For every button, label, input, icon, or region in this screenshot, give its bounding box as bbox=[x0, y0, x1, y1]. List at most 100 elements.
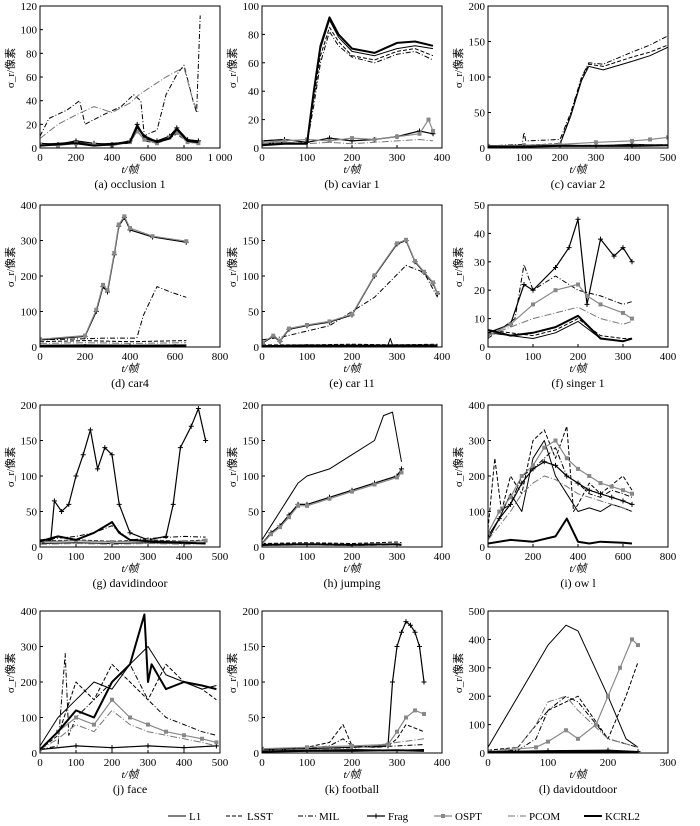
legend-entry-lsst: LSST bbox=[226, 811, 273, 823]
y-tick-label: 80 bbox=[26, 48, 38, 60]
x-axis-label: t/帧 bbox=[569, 362, 588, 375]
y-axis-label: σ_r/像素 bbox=[452, 447, 465, 487]
y-axis-label: σ_r/像素 bbox=[226, 48, 239, 88]
x-axis-label: t/帧 bbox=[343, 362, 362, 375]
series-line-lsst bbox=[262, 541, 402, 544]
data-point-frag bbox=[553, 264, 558, 270]
x-tick-label: 100 bbox=[516, 152, 533, 164]
data-point-ospt bbox=[372, 273, 377, 278]
panel-caption: (i) ow l bbox=[560, 576, 596, 590]
y-tick-label: 0 bbox=[254, 542, 260, 554]
data-point-frag bbox=[390, 679, 395, 685]
y-tick-label: 150 bbox=[243, 236, 260, 248]
y-tick-label: 100 bbox=[243, 471, 260, 483]
data-point-frag bbox=[181, 745, 187, 751]
legend-label: OSPT bbox=[455, 811, 482, 823]
x-tick-label: 100 bbox=[68, 551, 85, 563]
x-tick-label: 100 bbox=[299, 551, 316, 563]
y-tick-label: 100 bbox=[469, 507, 486, 519]
data-point-frag bbox=[575, 216, 581, 222]
x-tick-label: 300 bbox=[389, 152, 406, 164]
data-point-ospt bbox=[287, 515, 291, 520]
axes-frame bbox=[487, 5, 669, 149]
panel-caption: (g) davidindoor bbox=[93, 576, 168, 590]
series-line-pcom bbox=[488, 695, 639, 753]
series-line-frag bbox=[488, 218, 633, 334]
x-tick-label: 0 bbox=[37, 757, 43, 769]
chart-panel-l-davidoutdoor: 0 100 200 300 0 100 200 300 400 500 t/帧 σ_r/像素 (l) d… bbox=[452, 606, 677, 796]
series-line-lsst bbox=[488, 661, 639, 751]
series-line-pcom bbox=[40, 67, 199, 139]
data-point-ospt bbox=[404, 237, 408, 242]
data-point-ospt bbox=[399, 470, 404, 475]
data-point-ospt bbox=[101, 282, 105, 287]
x-tick-label: 300 bbox=[588, 152, 605, 164]
data-point-ospt bbox=[200, 736, 204, 741]
series-line-lsst bbox=[488, 425, 633, 530]
data-point-frag bbox=[541, 459, 547, 465]
data-point-frag bbox=[59, 509, 65, 514]
data-point-ospt bbox=[621, 310, 625, 315]
x-axis-label: t/帧 bbox=[343, 768, 362, 781]
data-point-ospt bbox=[40, 142, 42, 147]
data-point-ospt bbox=[546, 739, 550, 744]
y-tick-label: 100 bbox=[469, 72, 486, 84]
series-line-kcrl2 bbox=[488, 517, 633, 545]
x-tick-label: 400 bbox=[624, 152, 641, 164]
data-point-ospt bbox=[422, 269, 426, 274]
legend-entry-kcrl2: KCRL2 bbox=[584, 811, 640, 823]
series-line-kcrl2 bbox=[40, 613, 217, 751]
y-tick-label: 100 bbox=[469, 720, 486, 732]
data-point-ospt bbox=[519, 474, 524, 478]
x-tick-label: 200 bbox=[344, 551, 361, 563]
y-tick-label: 20 bbox=[26, 119, 38, 131]
data-point-ospt bbox=[372, 137, 377, 142]
y-tick-label: 20 bbox=[474, 285, 486, 297]
data-point-ospt bbox=[630, 316, 634, 321]
data-point-ospt bbox=[122, 214, 127, 219]
series-line-l1 bbox=[488, 624, 639, 748]
data-point-frag bbox=[163, 533, 169, 539]
y-tick-label: 40 bbox=[26, 96, 38, 108]
x-axis-label: t/帧 bbox=[343, 562, 362, 575]
data-point-ospt bbox=[94, 307, 99, 312]
y-tick-label: 200 bbox=[469, 691, 486, 703]
x-axis-label: t/帧 bbox=[343, 163, 362, 176]
y-tick-label: 60 bbox=[248, 58, 260, 70]
data-point-ospt bbox=[587, 474, 592, 478]
x-tick-label: 800 bbox=[212, 351, 229, 363]
data-point-frag bbox=[553, 462, 558, 468]
data-point-ospt bbox=[74, 715, 78, 720]
data-point-ospt bbox=[648, 137, 652, 142]
y-tick-label: 40 bbox=[474, 228, 486, 240]
y-axis-label: σ_r/像素 bbox=[4, 653, 17, 693]
x-axis-label: t/帧 bbox=[121, 562, 140, 575]
series-line-kcrl2 bbox=[40, 125, 199, 147]
panel-caption: (d) car4 bbox=[111, 376, 149, 390]
y-tick-label: 150 bbox=[243, 436, 260, 448]
data-point-ospt bbox=[269, 532, 273, 537]
data-point-ospt bbox=[531, 463, 535, 468]
x-tick-label: 0 bbox=[485, 351, 491, 363]
chart-panel-b-caviar-1: 0 100 200 300 400 0 20 40 60 80 100 t/帧 σ_r/像素 (b) ca… bbox=[226, 1, 451, 191]
x-tick-label: 200 bbox=[104, 551, 121, 563]
y-tick-label: 50 bbox=[26, 507, 38, 519]
data-point-ospt bbox=[666, 135, 668, 140]
series-line-lsst bbox=[488, 318, 632, 339]
chart-panel-a-occlusion-1: 0 200 400 600 800 1 000 0 20 40 60 80 100 120 t/帧 σ_r/… bbox=[4, 1, 233, 191]
y-tick-label: 500 bbox=[469, 606, 486, 618]
y-tick-label: 50 bbox=[474, 200, 486, 212]
series-line-lsst bbox=[262, 724, 425, 750]
data-point-frag bbox=[408, 622, 413, 628]
data-point-ospt bbox=[305, 322, 309, 327]
chart-panel-g-davidindoor: 0 100 200 300 400 500050100150200t/帧σ_r/像素(g)… bbox=[4, 400, 229, 590]
data-point-ospt bbox=[146, 722, 150, 727]
data-point-frag bbox=[417, 644, 422, 649]
y-tick-label: 100 bbox=[21, 307, 38, 319]
data-point-ospt bbox=[142, 137, 147, 142]
series-line-l1 bbox=[488, 440, 633, 541]
x-tick-label: 100 bbox=[299, 757, 316, 769]
y-tick-label: 0 bbox=[32, 542, 38, 554]
